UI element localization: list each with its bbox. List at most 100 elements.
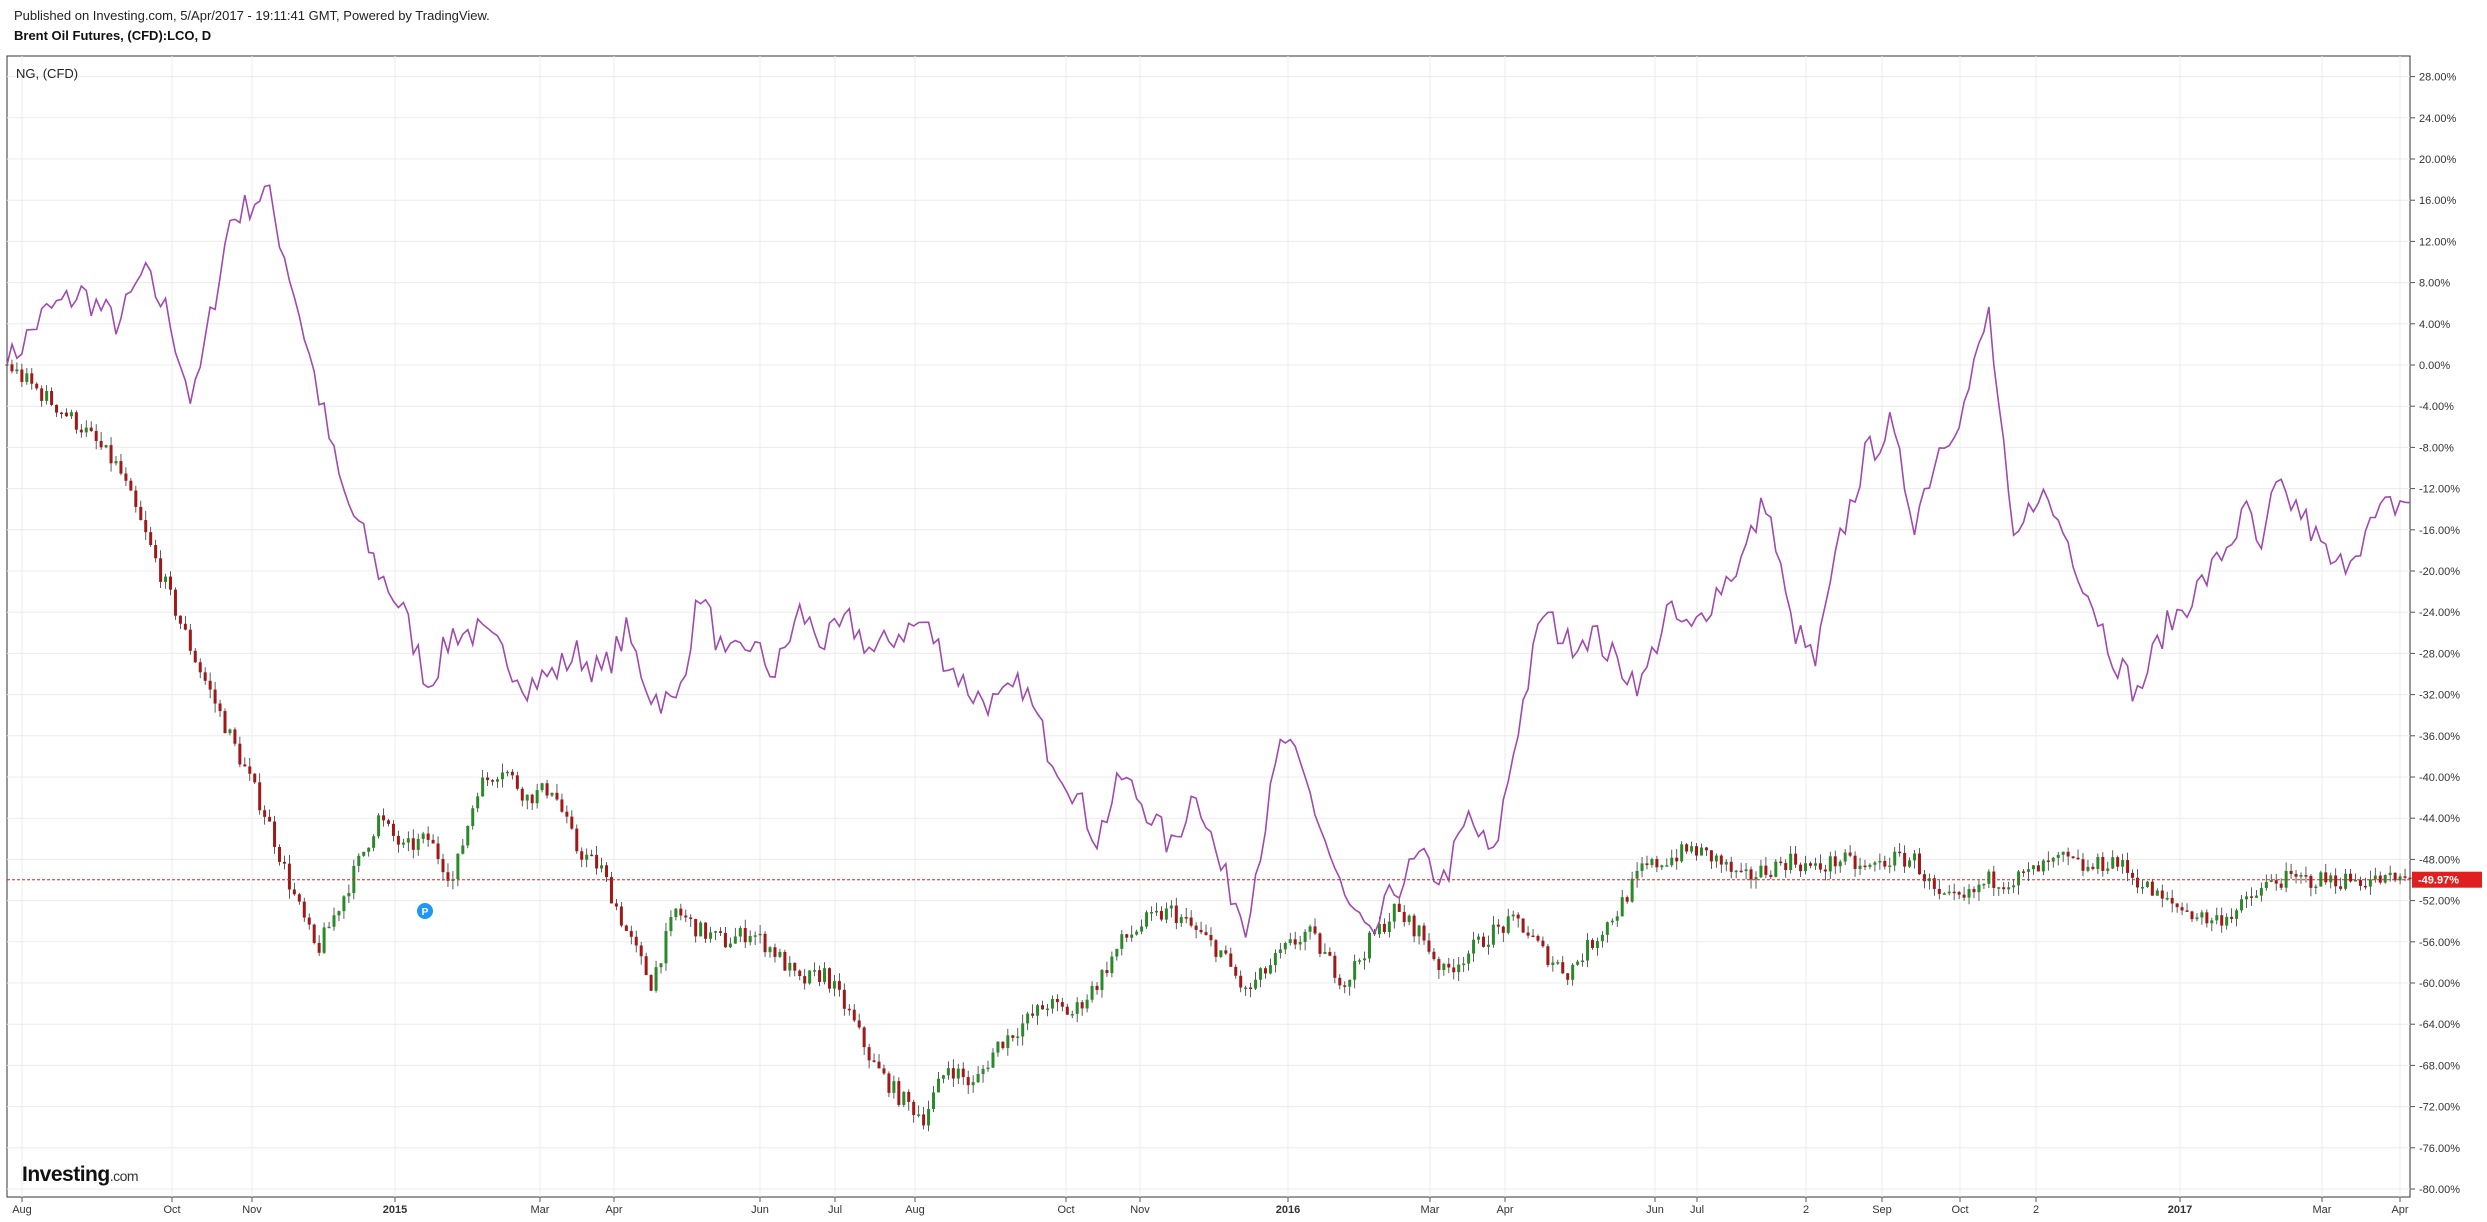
candle-up	[1090, 985, 1094, 1000]
candle-up	[892, 1081, 896, 1093]
candle-down	[278, 846, 282, 862]
chart-header: Published on Investing.com, 5/Apr/2017 -…	[14, 6, 490, 46]
candle-up	[481, 777, 485, 797]
candle-down	[1224, 950, 1228, 954]
x-tick-label: Nov	[242, 1204, 262, 1216]
candle-up	[2096, 856, 2100, 869]
candle-up	[1442, 963, 1446, 971]
candle-up	[1259, 968, 1263, 980]
candle-down	[1898, 851, 1902, 854]
candle-up	[1254, 979, 1258, 989]
candle-up	[1734, 870, 1738, 873]
candle-down	[35, 383, 39, 389]
candle-down	[223, 711, 227, 734]
candle-up	[808, 970, 812, 984]
x-tick-label: Oct	[1057, 1204, 1074, 1216]
candle-up	[941, 1075, 945, 1079]
candle-down	[1055, 998, 1059, 1003]
candle-down	[827, 968, 831, 989]
candle-up	[2235, 910, 2239, 919]
candle-up	[1323, 951, 1327, 954]
candle-down	[268, 816, 272, 822]
candle-down	[2150, 881, 2154, 896]
candle-down	[431, 839, 435, 844]
candle-up	[2056, 854, 2060, 858]
candle-down	[907, 1091, 911, 1102]
candle-up	[2240, 899, 2244, 911]
y-tick-label: 20.00%	[2419, 154, 2457, 166]
candle-up	[971, 1082, 975, 1086]
candle-down	[1041, 1005, 1045, 1010]
candle-up	[1273, 953, 1277, 966]
x-tick-label: Sep	[1872, 1204, 1892, 1216]
candle-up	[669, 917, 673, 932]
series-line-ng	[6, 184, 2411, 938]
candle-up	[1828, 856, 1832, 872]
candle-up	[2314, 886, 2318, 889]
candle-down	[2324, 872, 2328, 883]
candle-up	[1036, 1005, 1040, 1016]
candle-up	[1145, 912, 1149, 927]
candle-down	[1561, 962, 1565, 974]
candle-up	[728, 943, 732, 948]
candle-down	[1382, 923, 1386, 932]
y-tick-label: -12.00%	[2419, 484, 2460, 496]
candle-up	[1774, 861, 1778, 877]
x-tick-label: Nov	[1130, 1204, 1150, 1216]
candle-up	[1368, 932, 1372, 959]
candle-down	[2403, 876, 2407, 878]
candle-up	[1219, 950, 1223, 957]
candle-up	[1838, 861, 1842, 867]
candle-up	[753, 935, 757, 937]
candle-up	[1868, 864, 1872, 867]
candle-down	[40, 388, 44, 401]
y-tick-label: 4.00%	[2419, 319, 2450, 331]
candle-down	[129, 480, 133, 491]
candle-up	[322, 927, 326, 953]
candle-up	[15, 369, 19, 372]
candle-up	[1615, 916, 1619, 921]
x-tick-label: Oct	[163, 1204, 180, 1216]
candle-up	[1982, 883, 1986, 886]
candle-up	[347, 893, 351, 897]
candle-up	[357, 855, 361, 866]
candle-down	[818, 970, 822, 982]
candle-up	[1392, 903, 1396, 922]
candle-up	[733, 936, 737, 944]
candle-up	[832, 981, 836, 989]
candle-up	[659, 963, 663, 968]
candle-down	[1343, 985, 1347, 987]
y-tick-label: -52.00%	[2419, 896, 2460, 908]
y-tick-label: -56.00%	[2419, 937, 2460, 949]
x-tick-label: Apr	[1496, 1204, 1513, 1216]
candle-up	[1486, 944, 1490, 947]
candle-up	[768, 947, 772, 953]
candle-down	[793, 962, 797, 971]
candle-down	[1199, 929, 1203, 933]
candle-down	[2071, 856, 2075, 858]
candle-down	[2076, 857, 2080, 860]
candle-down	[961, 1068, 965, 1078]
candle-down	[2160, 890, 2164, 899]
candle-down	[565, 811, 569, 817]
x-tick-label: Mar	[2313, 1204, 2332, 1216]
candle-down	[595, 854, 599, 869]
candle-up	[1387, 921, 1391, 932]
candle-down	[486, 777, 490, 781]
candle-down	[178, 615, 182, 624]
candle-up	[2388, 872, 2392, 876]
y-tick-label: -4.00%	[2419, 401, 2454, 413]
candle-up	[748, 936, 752, 943]
candle-up	[1620, 897, 1624, 917]
candle-up	[1908, 860, 1912, 867]
candle-up	[164, 576, 168, 582]
candle-down	[560, 799, 564, 812]
x-tick-label: Jul	[828, 1204, 842, 1216]
candle-up	[976, 1074, 980, 1083]
candle-down	[555, 792, 559, 800]
candle-down	[629, 930, 633, 937]
candle-up	[2195, 917, 2199, 920]
candle-down	[1011, 1035, 1015, 1038]
candle-down	[2220, 915, 2224, 926]
